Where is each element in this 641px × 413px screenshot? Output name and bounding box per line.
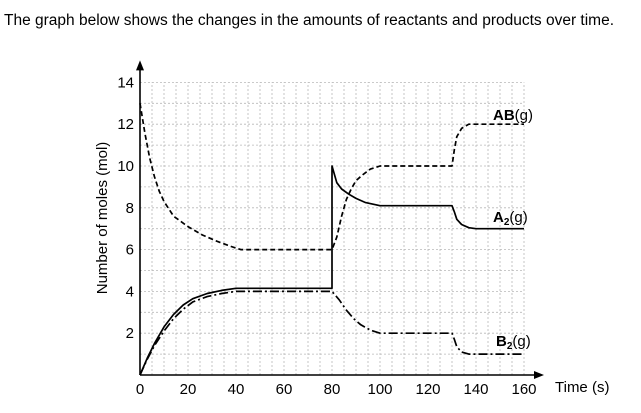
y-axis-label: Number of moles (mol) xyxy=(94,142,111,295)
series-line-3 xyxy=(139,290,524,376)
x-tick-label: 40 xyxy=(228,381,245,398)
series-line-1 xyxy=(139,103,524,251)
series-labels: AB(g) A2(g) B2(g) xyxy=(493,107,533,352)
series-line-2 xyxy=(139,165,524,376)
series-label-3: B2(g) xyxy=(496,333,531,352)
x-tick-label: 100 xyxy=(367,381,392,398)
x-tick-label: 80 xyxy=(324,381,341,398)
series-label-2: A2(g) xyxy=(493,209,528,228)
x-tick-label: 120 xyxy=(415,381,440,398)
x-tick-label: 160 xyxy=(511,381,536,398)
y-axis-arrow xyxy=(136,60,144,71)
grid xyxy=(140,82,525,375)
y-tick-label: 12 xyxy=(117,116,134,133)
x-tick-label: 140 xyxy=(463,381,488,398)
series-label-1: AB(g) xyxy=(493,107,533,124)
y-tick-label: 2 xyxy=(126,325,134,342)
x-tick-label: 60 xyxy=(276,381,293,398)
y-tick-label: 10 xyxy=(117,158,134,175)
x-axis-label: Time (s) xyxy=(555,379,609,396)
x-tick-label: 20 xyxy=(180,381,197,398)
y-tick-label: 8 xyxy=(126,200,134,217)
y-tick-label: 4 xyxy=(126,283,134,300)
tick-labels: 0 20 40 60 80 100 120 140 160 2 4 6 8 10 12 14 xyxy=(117,74,536,398)
question-text: The graph below shows the changes in the… xyxy=(4,12,615,29)
axes xyxy=(136,60,544,379)
x-axis-arrow xyxy=(534,371,544,379)
series-lines xyxy=(139,103,524,376)
y-tick-label: 14 xyxy=(117,74,134,91)
x-tick-label: 0 xyxy=(136,381,144,398)
y-tick-label: 6 xyxy=(126,242,134,259)
